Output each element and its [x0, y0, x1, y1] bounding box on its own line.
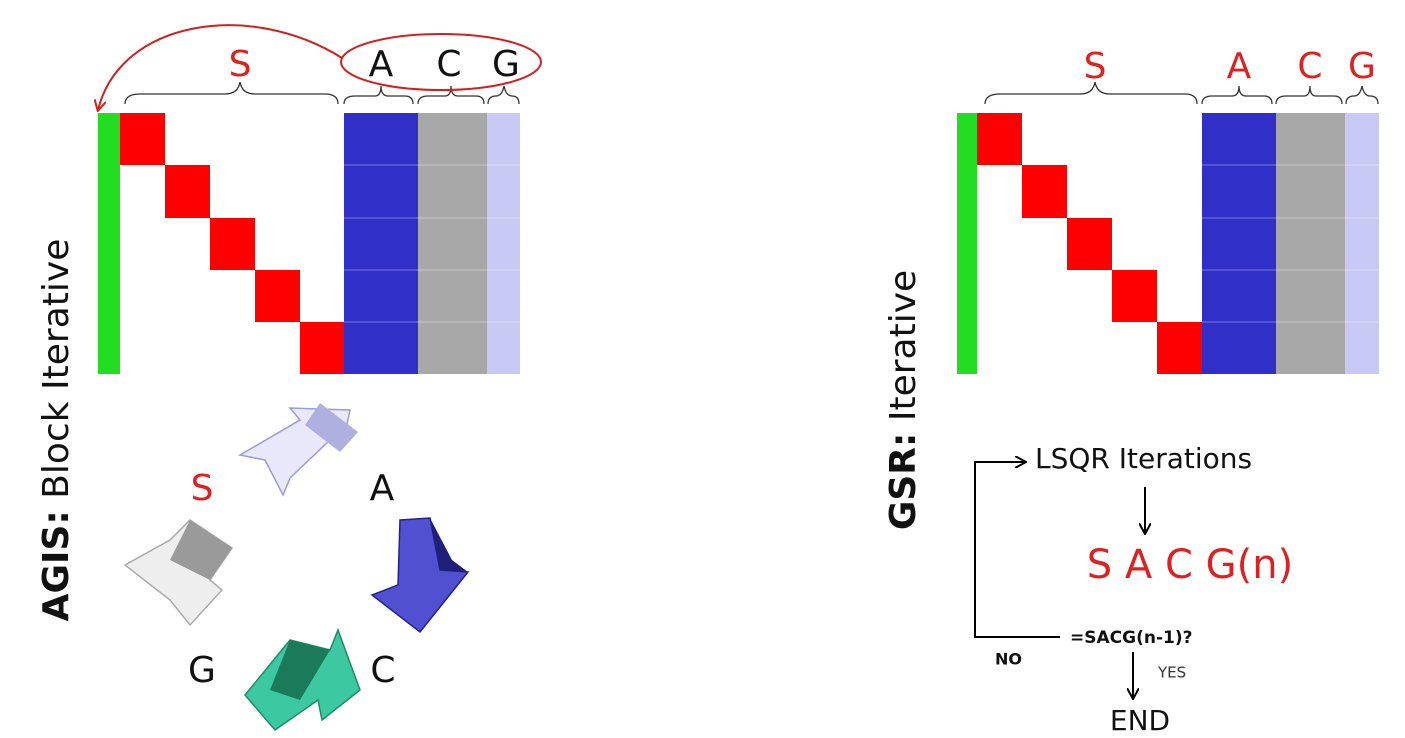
flow-end: END — [1110, 704, 1170, 737]
flow-no: NO — [995, 650, 1022, 669]
red-block — [1157, 322, 1202, 374]
red-block — [300, 322, 344, 374]
diagram: S A C G AGIS: Block Iterative S A C G — [0, 0, 1405, 738]
blue-column — [1202, 113, 1276, 374]
red-block — [1112, 270, 1157, 322]
red-block — [255, 270, 300, 322]
left-title: AGIS: Block Iterative — [36, 239, 77, 622]
loop-arrow — [975, 462, 1060, 637]
red-block — [1067, 218, 1112, 270]
right-matrix — [957, 113, 1379, 374]
title-bold: AGIS: — [36, 510, 77, 621]
title-bold: GSR: — [883, 433, 924, 531]
block-label: S — [1084, 46, 1107, 87]
lavender-column — [487, 113, 520, 374]
green-column — [957, 113, 977, 374]
block-label: C — [1297, 46, 1322, 87]
title-rest: Iterative — [883, 270, 924, 421]
red-block — [120, 113, 165, 165]
lavender-column — [1345, 113, 1379, 374]
red-block — [1022, 165, 1067, 218]
cycle-label: C — [370, 650, 395, 691]
red-block — [165, 165, 210, 218]
red-block — [977, 113, 1022, 165]
block-label: A — [1227, 46, 1252, 87]
left-matrix — [98, 113, 520, 374]
feedback-arrow — [98, 25, 342, 110]
flow-start: LSQR Iterations — [1035, 442, 1252, 475]
flow-yes: YES — [1157, 664, 1186, 682]
title-rest: Block Iterative — [36, 239, 77, 499]
green-column — [98, 113, 120, 374]
cycle-label: A — [370, 468, 395, 509]
cycle-label: G — [188, 650, 216, 691]
block-label: S — [229, 44, 252, 85]
left-braces — [125, 82, 519, 104]
block-label: G — [1348, 46, 1376, 87]
flow-check: =SACG(n-1)? — [1070, 628, 1192, 648]
red-block — [210, 218, 255, 270]
right-title: GSR: Iterative — [883, 270, 924, 530]
flow: LSQR Iterations S A C G(n) =SACG(n-1)? N… — [975, 442, 1293, 737]
gray-column — [1276, 113, 1345, 374]
flow-update: S A C G(n) — [1087, 542, 1293, 588]
gray-column — [418, 113, 487, 374]
block-label: A — [369, 44, 394, 85]
cycle-arrows — [125, 403, 468, 730]
block-label: G — [492, 44, 520, 85]
block-label: C — [436, 44, 461, 85]
blue-column — [344, 113, 418, 374]
cycle-label: S — [191, 468, 214, 509]
